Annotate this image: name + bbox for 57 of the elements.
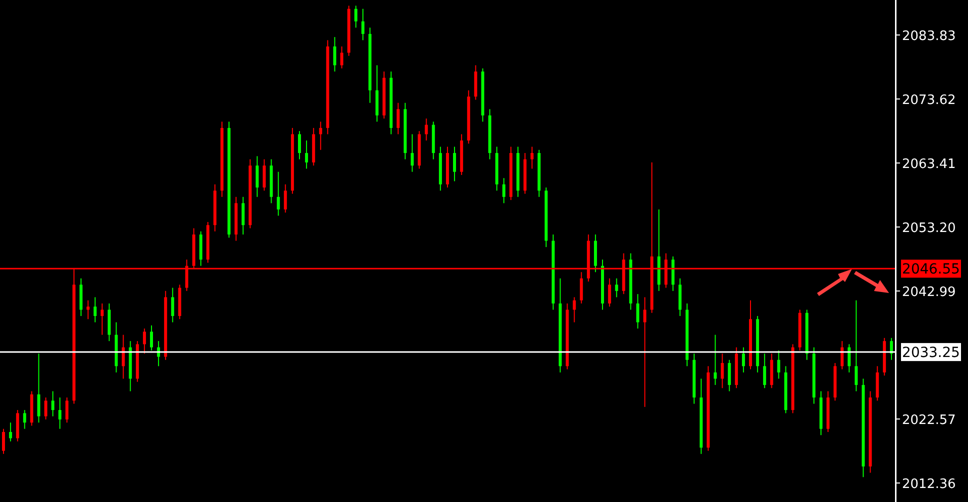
candlestick [242, 196, 245, 236]
candlestick [122, 334, 125, 380]
y-tick-label: 2073.62 [902, 92, 956, 108]
y-tick-label: 2083.83 [902, 28, 956, 44]
candlestick [502, 178, 506, 204]
candlestick [276, 171, 280, 216]
candlestick [340, 46, 344, 69]
candlestick [580, 272, 583, 304]
candlestick [305, 140, 308, 170]
y-tick-label: 2012.36 [902, 477, 956, 492]
y-tick-label: 2042.99 [902, 284, 956, 300]
candlestick [742, 346, 745, 373]
candlestick [643, 296, 646, 408]
candlestick [424, 118, 428, 141]
candlestick [58, 397, 62, 430]
candlestick [9, 422, 12, 442]
candlestick [615, 278, 618, 298]
ref-line-label: 2033.25 [902, 345, 960, 362]
y-tick-label: 2053.20 [902, 220, 956, 236]
candlestick [840, 340, 844, 370]
candlestick [777, 350, 780, 380]
candlestick [410, 134, 414, 172]
candlestick [530, 146, 534, 170]
candlestick [142, 328, 146, 354]
candlestick [284, 184, 287, 214]
y-tick-label: 2063.41 [902, 156, 956, 172]
candlestick [396, 102, 400, 135]
candlestick [319, 121, 322, 150]
candlestick [763, 353, 766, 389]
candlestick [453, 146, 456, 182]
candlestick [714, 334, 717, 386]
candlestick [94, 296, 97, 323]
candlestick [848, 344, 851, 373]
candlestick [728, 359, 731, 392]
y-tick-label: 2022.57 [902, 413, 956, 428]
candlestick [636, 294, 640, 330]
candlestick [65, 397, 68, 424]
candlestick [298, 130, 301, 160]
candlestick [23, 410, 26, 430]
candlestick [361, 8, 364, 41]
candlestick [2, 428, 5, 454]
candlestick [150, 324, 153, 351]
candlestick [262, 158, 266, 192]
candlestick [171, 287, 174, 323]
candlestick [354, 5, 358, 28]
candlestick [100, 302, 104, 336]
candlestick [44, 397, 48, 420]
candlestick [608, 278, 612, 308]
candlestick [256, 156, 259, 198]
candlestick [572, 296, 576, 323]
candlestick [86, 300, 90, 320]
candlestick [720, 353, 724, 389]
candlestick [854, 300, 858, 392]
candlestick [51, 390, 54, 417]
candlestick [333, 36, 336, 72]
candlestick [37, 353, 40, 424]
ref-line-label: 2046.55 [902, 262, 960, 278]
